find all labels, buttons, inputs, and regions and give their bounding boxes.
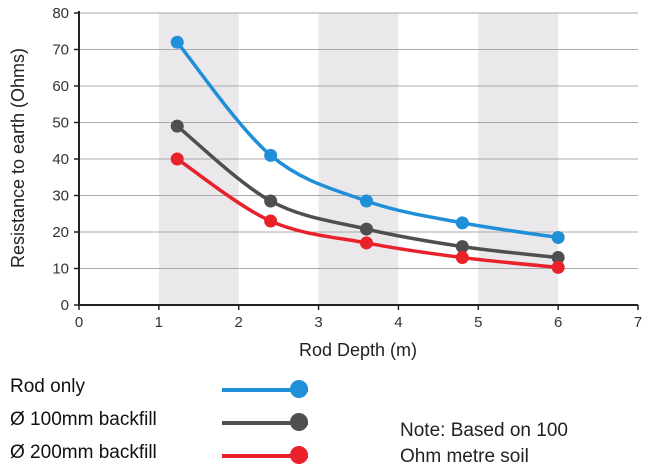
legend-line-swatch (222, 388, 308, 392)
x-tick-labels: 0 1 2 3 4 5 6 7 (75, 314, 642, 331)
series-1 (170, 35, 565, 244)
y-tick-label: 40 (52, 151, 69, 168)
x-tick-label: 7 (634, 314, 642, 331)
data-point (455, 240, 469, 254)
data-point (551, 260, 565, 274)
axes (74, 11, 639, 310)
y-tick-label: 60 (52, 78, 69, 95)
legend: Rod only Ø 100mm backfill Ø 200mm backfi… (10, 372, 330, 471)
legend-marker (290, 413, 308, 431)
x-tick-label: 1 (155, 314, 163, 331)
x-axis-title: Rod Depth (m) (299, 340, 417, 360)
y-tick-label: 80 (52, 5, 69, 22)
y-tick-label: 30 (52, 188, 69, 205)
data-point (551, 230, 565, 244)
data-point (359, 222, 373, 236)
legend-marker (290, 380, 308, 398)
x-tick-label: 6 (554, 314, 562, 331)
data-point (455, 216, 469, 230)
y-tick-label: 10 (52, 261, 69, 278)
legend-item-100mm-backfill: Ø 100mm backfill (10, 405, 330, 438)
data-point (170, 35, 184, 49)
series-group (170, 35, 565, 274)
y-tick-labels: 0 10 20 30 40 50 60 70 80 (52, 5, 69, 314)
legend-item-200mm-backfill: Ø 200mm backfill (10, 438, 330, 471)
data-point (359, 236, 373, 250)
data-point (455, 251, 469, 265)
data-point (170, 152, 184, 166)
note-line-1: Note: Based on 100 (400, 420, 568, 441)
series-2 (170, 119, 565, 265)
x-tick-label: 3 (314, 314, 322, 331)
series-line (175, 40, 560, 240)
data-point (264, 148, 278, 162)
legend-label: Ø 200mm backfill (10, 442, 157, 463)
y-tick-label: 20 (52, 224, 69, 241)
legend-marker (290, 446, 308, 464)
x-tick-label: 4 (394, 314, 402, 331)
x-tick-label: 5 (474, 314, 482, 331)
series-3 (170, 152, 565, 274)
data-point (551, 251, 565, 265)
y-tick-label: 50 (52, 115, 69, 132)
y-axis-title: Resistance to earth (Ohms) (8, 48, 28, 268)
chart-note: Note: Based on 100 Ohm metre soil (400, 418, 630, 470)
legend-item-rod-only: Rod only (10, 372, 330, 405)
x-tick-label: 2 (235, 314, 243, 331)
legend-line-swatch (222, 454, 308, 458)
note-line-2: Ohm metre soil (400, 446, 529, 467)
legend-line-swatch (222, 421, 308, 425)
data-point (264, 194, 278, 208)
data-point (359, 194, 373, 208)
legend-label: Rod only (10, 376, 85, 397)
y-tick-label: 70 (52, 42, 69, 59)
y-tick-label: 0 (61, 297, 69, 314)
data-point (170, 119, 184, 133)
chart-plot: 0 1 2 3 4 5 6 7 0 10 20 30 40 50 60 70 80 Rod Depth (m)… (8, 5, 642, 360)
x-tick-label: 0 (75, 314, 83, 331)
data-point (264, 214, 278, 228)
legend-label: Ø 100mm backfill (10, 409, 157, 430)
